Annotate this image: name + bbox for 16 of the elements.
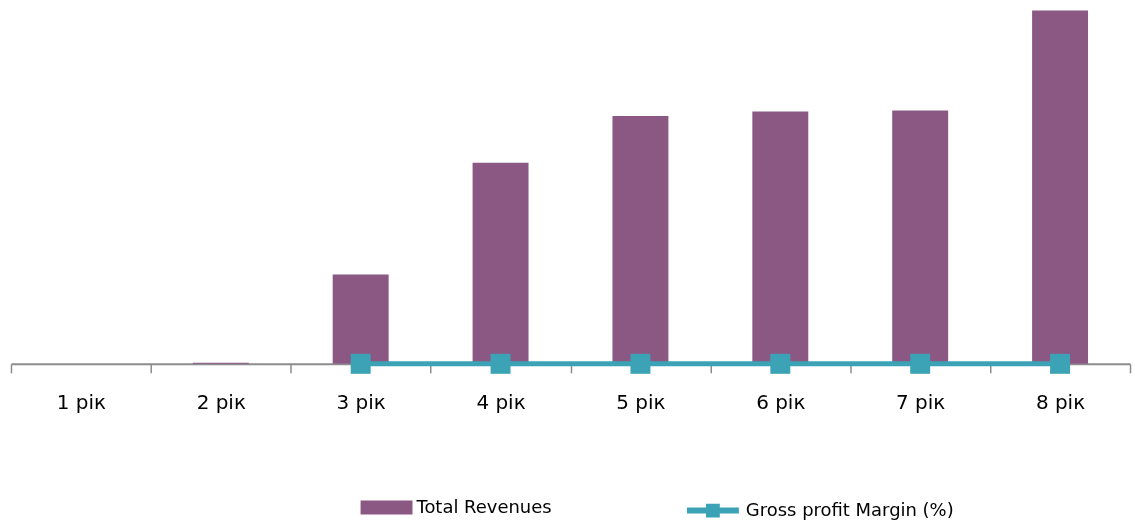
x-tick-label: 7 рік bbox=[896, 390, 946, 415]
legend-label: Gross profit Margin (%) bbox=[745, 498, 954, 520]
legend-label: Total Revenues bbox=[415, 495, 552, 517]
x-tick-label: 2 рік bbox=[196, 390, 246, 415]
bar bbox=[1032, 10, 1089, 364]
bar bbox=[752, 111, 809, 364]
x-tick-label: 1 рік bbox=[56, 390, 107, 415]
bar bbox=[472, 162, 529, 364]
x-tick-label: 4 рік bbox=[476, 390, 526, 415]
x-tick-label: 5 рік bbox=[616, 390, 666, 415]
bar bbox=[332, 274, 389, 364]
x-tick-label: 6 рік bbox=[756, 390, 806, 415]
bar bbox=[892, 110, 949, 364]
x-tick-label: 8 рік bbox=[1035, 390, 1086, 415]
x-tick-label: 3 рік bbox=[336, 390, 386, 415]
bar bbox=[612, 116, 669, 364]
